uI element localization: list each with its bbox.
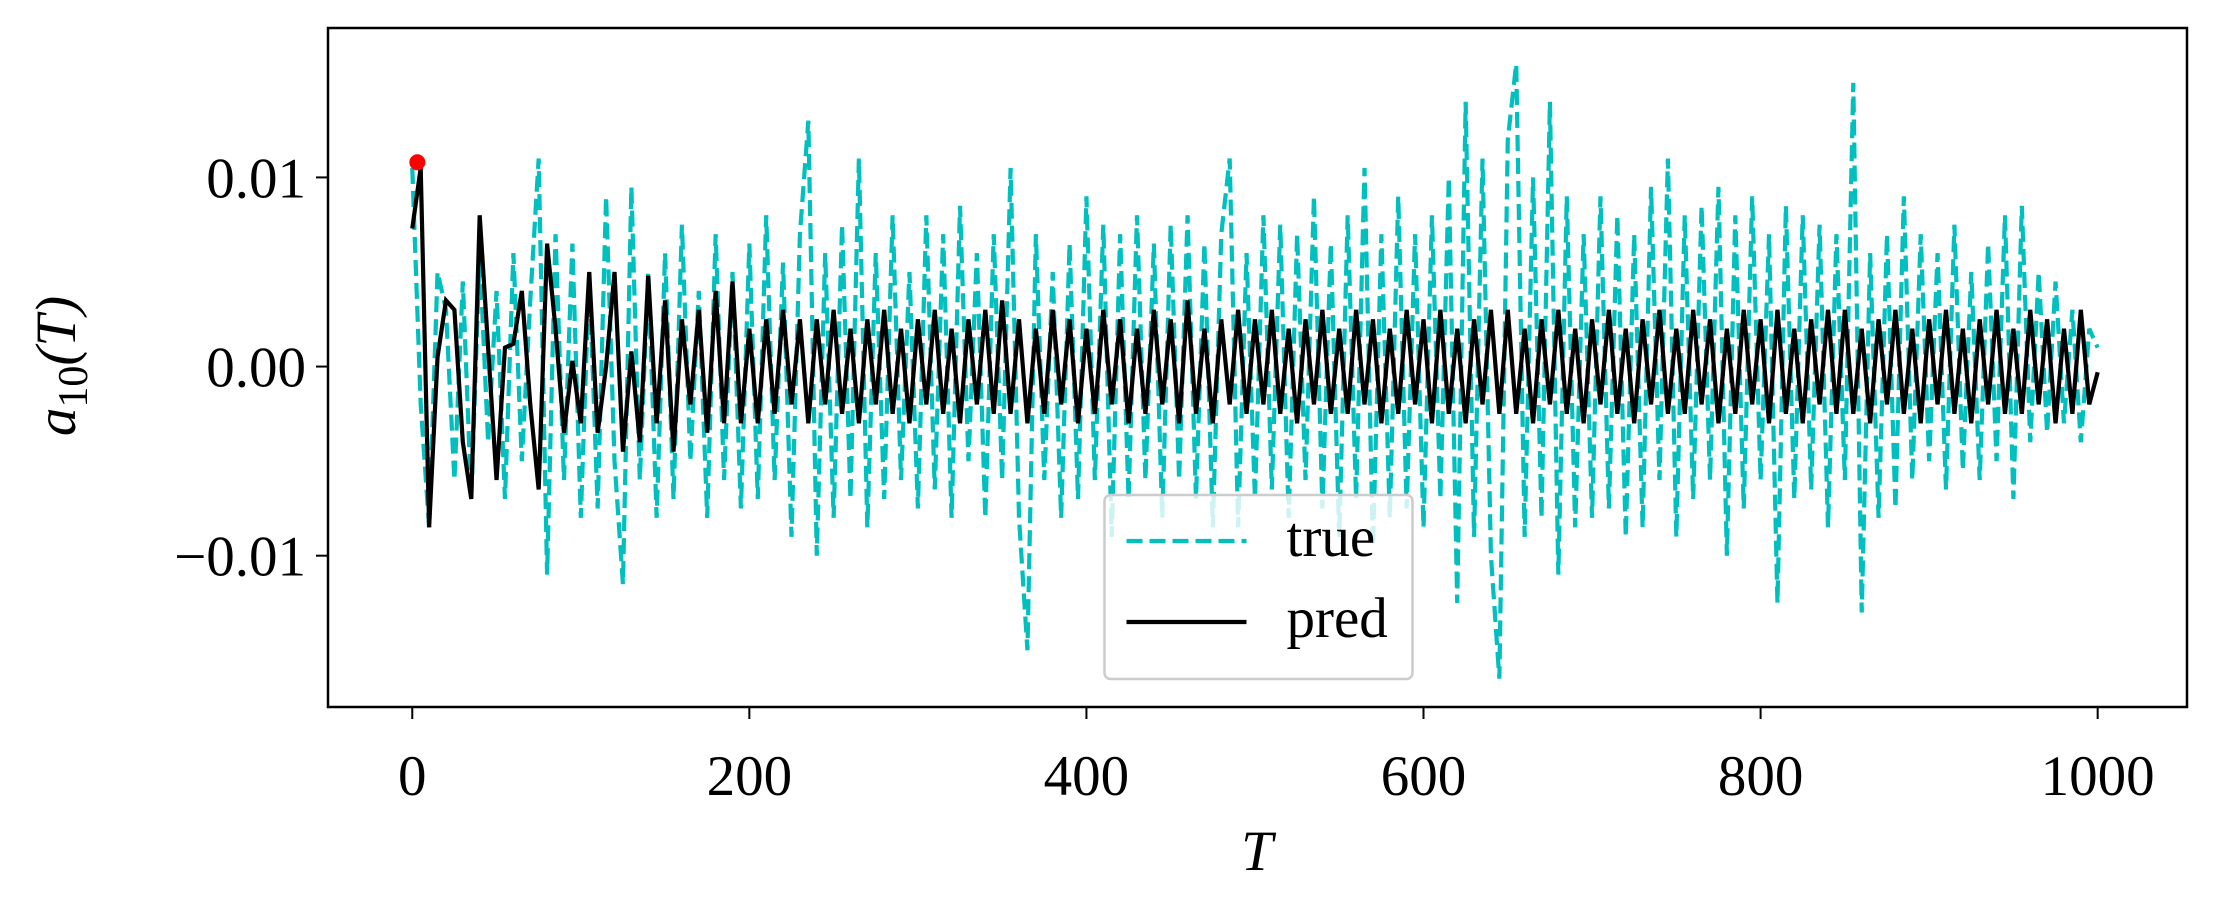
x-tick-label: 0 <box>398 745 427 808</box>
x-tick-label: 600 <box>1381 745 1467 808</box>
x-tick-label: 1000 <box>2041 745 2155 808</box>
line-true <box>410 63 2100 679</box>
marker-point <box>409 154 426 171</box>
line-pred <box>410 167 2100 528</box>
y-tick-label: −0.01 <box>174 526 306 589</box>
y-label-base: a <box>25 408 88 437</box>
x-tick-label: 800 <box>1718 745 1804 808</box>
y-label-arg: (T) <box>25 296 88 366</box>
plot-frame <box>326 26 2189 709</box>
x-tick-label: 200 <box>707 745 793 808</box>
y-tick-label: 0.00 <box>206 337 306 400</box>
legend-label: pred <box>1287 587 1388 650</box>
y-label-sub: 10 <box>51 366 97 408</box>
y-tick-label: 0.01 <box>206 147 306 210</box>
y-axis-label: a10(T) <box>25 296 97 436</box>
x-tick-label: 400 <box>1044 745 1130 808</box>
x-axis-label: T <box>1241 820 1277 883</box>
legend-label: true <box>1287 506 1376 569</box>
